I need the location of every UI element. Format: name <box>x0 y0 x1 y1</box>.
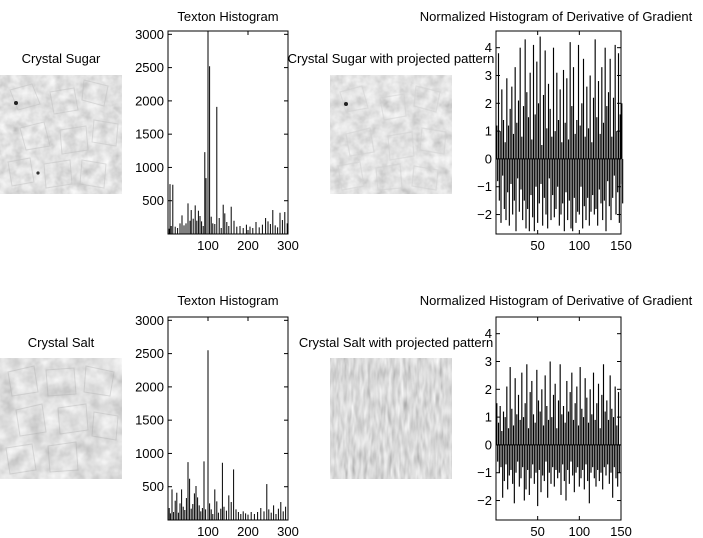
derivative-histogram-chart-1: 50 100 150 −2 −1 0 1 2 3 4 <box>477 30 632 253</box>
texton-histogram-chart-2: 100 200 300 500 1000 1500 2000 2500 3000 <box>135 313 299 538</box>
x-tick-label: 100 <box>197 238 219 253</box>
y-tick-label: 2500 <box>135 346 164 361</box>
x-tick-label: 150 <box>610 524 632 538</box>
y-tick-label: 3000 <box>135 313 164 328</box>
y-tick-label: 3000 <box>135 27 164 42</box>
axes-box <box>167 30 289 235</box>
crystal-sugar-title: Crystal Sugar <box>22 51 101 66</box>
crystal-sugar-projected-title: Crystal Sugar with projected pattern <box>288 51 495 66</box>
crystal-salt-projected-image <box>330 358 452 479</box>
x-tick-label: 50 <box>530 524 544 538</box>
y-tick-label: 3 <box>485 68 492 83</box>
y-tick-label: 4 <box>485 326 492 341</box>
x-tick-label: 300 <box>277 238 299 253</box>
y-tick-label: 1500 <box>135 127 164 142</box>
derivative-histogram-title-1: Normalized Histogram of Derivative of Gr… <box>420 9 693 24</box>
x-tick-label: 100 <box>568 524 590 538</box>
y-tick-label: 1500 <box>135 413 164 428</box>
x-tick-label: 50 <box>530 238 544 253</box>
y-tick-label: 1 <box>485 410 492 425</box>
x-tick-label: 100 <box>197 524 219 538</box>
y-tick-label: −1 <box>477 465 492 480</box>
y-tick-label: 1000 <box>135 160 164 175</box>
y-tick-label: 500 <box>142 193 164 208</box>
crystal-salt-title: Crystal Salt <box>28 335 95 350</box>
crystal-salt-image <box>0 358 122 479</box>
y-tick-label: 2 <box>485 382 492 397</box>
y-tick-label: 0 <box>485 437 492 452</box>
y-tick-label: 500 <box>142 479 164 494</box>
y-tick-label: 4 <box>485 40 492 55</box>
crystal-sugar-image <box>0 75 122 194</box>
x-tick-label: 100 <box>568 238 590 253</box>
texton-histogram-chart-1: 100 200 300 500 1000 1500 2000 2500 3000 <box>135 27 299 253</box>
texton-histogram-title-2: Texton Histogram <box>177 293 278 308</box>
y-tick-label: −2 <box>477 207 492 222</box>
x-tick-label: 200 <box>237 524 259 538</box>
derivative-histogram-title-2: Normalized Histogram of Derivative of Gr… <box>420 293 693 308</box>
y-tick-label: 1000 <box>135 446 164 461</box>
crystal-salt-projected-title: Crystal Salt with projected pattern <box>299 335 493 350</box>
derivative-histogram-chart-2: 50 100 150 −2 −1 0 1 2 3 4 <box>477 316 632 538</box>
y-tick-label: 0 <box>485 151 492 166</box>
x-tick-label: 150 <box>610 238 632 253</box>
y-tick-label: 2000 <box>135 379 164 394</box>
crystal-sugar-projected-image <box>330 75 452 194</box>
axes-box <box>167 316 289 521</box>
y-tick-label: −1 <box>477 179 492 194</box>
y-tick-label: 2 <box>485 96 492 111</box>
y-tick-label: −2 <box>477 493 492 508</box>
texton-histogram-title-1: Texton Histogram <box>177 9 278 24</box>
y-tick-label: 2000 <box>135 93 164 108</box>
axes-box <box>495 316 622 521</box>
x-tick-label: 200 <box>237 238 259 253</box>
y-tick-label: 1 <box>485 124 492 139</box>
y-tick-label: 2500 <box>135 60 164 75</box>
y-tick-label: 3 <box>485 354 492 369</box>
x-tick-label: 300 <box>277 524 299 538</box>
axes-box <box>495 30 622 235</box>
